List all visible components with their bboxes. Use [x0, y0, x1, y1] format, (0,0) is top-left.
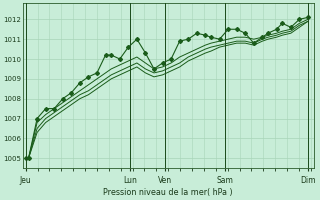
X-axis label: Pression niveau de la mer( hPa ): Pression niveau de la mer( hPa ) [103, 188, 233, 197]
